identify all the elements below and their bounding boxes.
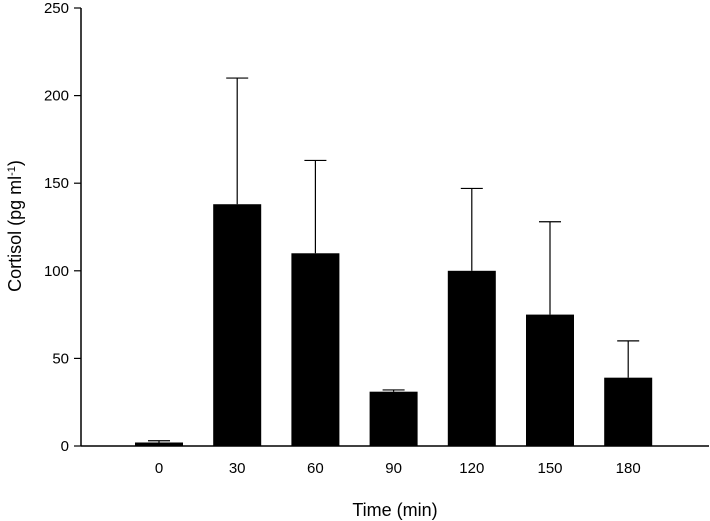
y-tick-label: 50 <box>52 350 69 367</box>
y-tick-label: 100 <box>44 263 69 280</box>
bar <box>447 270 496 446</box>
x-tick-label: 30 <box>229 460 246 477</box>
bar <box>526 314 574 446</box>
x-tick-label: 180 <box>616 460 641 477</box>
y-axis-title-superscript: -1 <box>6 166 18 176</box>
bar <box>213 204 262 446</box>
x-tick-label: 60 <box>307 460 324 477</box>
bar <box>291 253 340 446</box>
y-axis-title-main: Cortisol (pg ml <box>5 176 25 292</box>
bar <box>604 377 653 446</box>
bar <box>135 442 183 446</box>
y-tick-label: 250 <box>44 0 69 17</box>
x-tick-label: 150 <box>537 460 562 477</box>
y-tick-label: 200 <box>44 88 69 105</box>
y-tick-label: 0 <box>61 438 69 455</box>
y-axis-title-close: ) <box>5 160 25 166</box>
x-tick-label: 0 <box>155 460 163 477</box>
x-tick-label: 120 <box>459 460 484 477</box>
y-axis: 0 50 100 150 200 250 <box>44 0 82 455</box>
bars-group <box>135 204 653 446</box>
y-axis-title: Cortisol (pg ml-1) <box>5 160 25 292</box>
x-axis-title: Time (min) <box>352 500 437 520</box>
x-tick-label: 90 <box>385 460 402 477</box>
error-bars-group <box>148 77 640 443</box>
bar <box>369 391 418 446</box>
x-axis: 0 30 60 90 120 150 180 <box>81 445 709 477</box>
y-tick-label: 150 <box>44 175 69 192</box>
